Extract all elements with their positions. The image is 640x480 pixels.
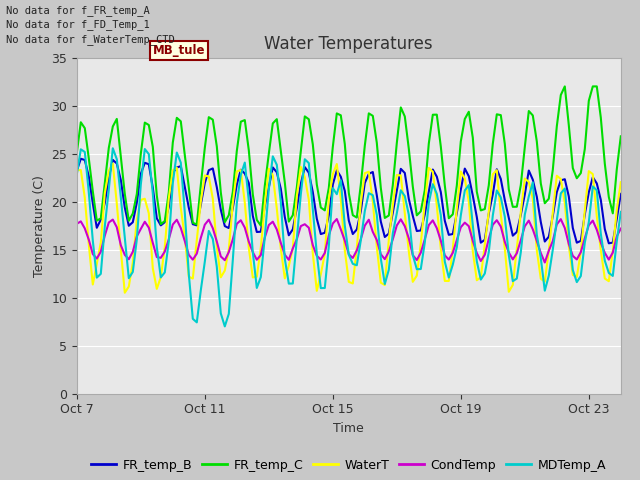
MDTemp_A bbox=[109, 145, 116, 151]
Text: No data for f_FD_Temp_1: No data for f_FD_Temp_1 bbox=[6, 19, 150, 30]
WaterT bbox=[501, 246, 509, 252]
CondTemp bbox=[73, 221, 81, 227]
FR_temp_C bbox=[617, 133, 625, 139]
CondTemp bbox=[261, 235, 269, 240]
WaterT bbox=[321, 251, 329, 257]
FR_temp_C bbox=[73, 150, 81, 156]
FR_temp_B bbox=[265, 185, 273, 191]
MDTemp_A bbox=[269, 154, 276, 159]
MDTemp_A bbox=[501, 214, 509, 219]
Legend: FR_temp_B, FR_temp_C, WaterT, CondTemp, MDTemp_A: FR_temp_B, FR_temp_C, WaterT, CondTemp, … bbox=[86, 454, 611, 477]
MDTemp_A bbox=[321, 285, 329, 291]
FR_temp_B bbox=[617, 191, 625, 197]
FR_temp_B bbox=[77, 156, 84, 162]
CondTemp bbox=[541, 260, 548, 265]
CondTemp bbox=[313, 253, 321, 259]
MDTemp_A bbox=[73, 171, 81, 177]
Line: WaterT: WaterT bbox=[77, 164, 621, 293]
X-axis label: Time: Time bbox=[333, 422, 364, 435]
FR_temp_C bbox=[149, 144, 157, 150]
WaterT bbox=[417, 240, 425, 246]
FR_temp_B bbox=[413, 228, 420, 234]
FR_temp_C bbox=[589, 84, 596, 89]
FR_temp_C bbox=[497, 112, 505, 118]
WaterT bbox=[121, 290, 129, 296]
FR_temp_C bbox=[277, 148, 285, 154]
FR_temp_B bbox=[317, 231, 324, 237]
FR_temp_C bbox=[317, 204, 324, 210]
FR_temp_B bbox=[605, 240, 612, 246]
FR_temp_C bbox=[413, 213, 420, 218]
FR_temp_C bbox=[257, 223, 265, 228]
Line: CondTemp: CondTemp bbox=[77, 219, 621, 263]
CondTemp bbox=[413, 257, 420, 263]
WaterT bbox=[157, 274, 164, 280]
Text: No data for f_WaterTemp_CTD: No data for f_WaterTemp_CTD bbox=[6, 34, 175, 45]
MDTemp_A bbox=[281, 256, 289, 262]
CondTemp bbox=[497, 224, 505, 229]
FR_temp_B bbox=[497, 176, 505, 182]
Title: Water Temperatures: Water Temperatures bbox=[264, 35, 433, 53]
Line: FR_temp_B: FR_temp_B bbox=[77, 159, 621, 243]
CondTemp bbox=[617, 226, 625, 231]
Line: FR_temp_C: FR_temp_C bbox=[77, 86, 621, 226]
MDTemp_A bbox=[153, 244, 161, 250]
FR_temp_C bbox=[265, 151, 273, 156]
WaterT bbox=[281, 276, 289, 281]
WaterT bbox=[617, 180, 625, 185]
Y-axis label: Temperature (C): Temperature (C) bbox=[33, 175, 45, 276]
CondTemp bbox=[273, 227, 281, 232]
WaterT bbox=[109, 161, 116, 167]
MDTemp_A bbox=[617, 209, 625, 215]
Line: MDTemp_A: MDTemp_A bbox=[77, 148, 621, 326]
FR_temp_B bbox=[153, 216, 161, 221]
CondTemp bbox=[149, 240, 157, 246]
CondTemp bbox=[333, 216, 340, 222]
MDTemp_A bbox=[417, 266, 425, 272]
Text: No data for f_FR_temp_A: No data for f_FR_temp_A bbox=[6, 5, 150, 16]
FR_temp_B bbox=[73, 168, 81, 174]
WaterT bbox=[73, 168, 81, 173]
MDTemp_A bbox=[221, 324, 228, 329]
FR_temp_B bbox=[277, 186, 285, 192]
Text: MB_tule: MB_tule bbox=[153, 44, 205, 57]
WaterT bbox=[269, 172, 276, 178]
